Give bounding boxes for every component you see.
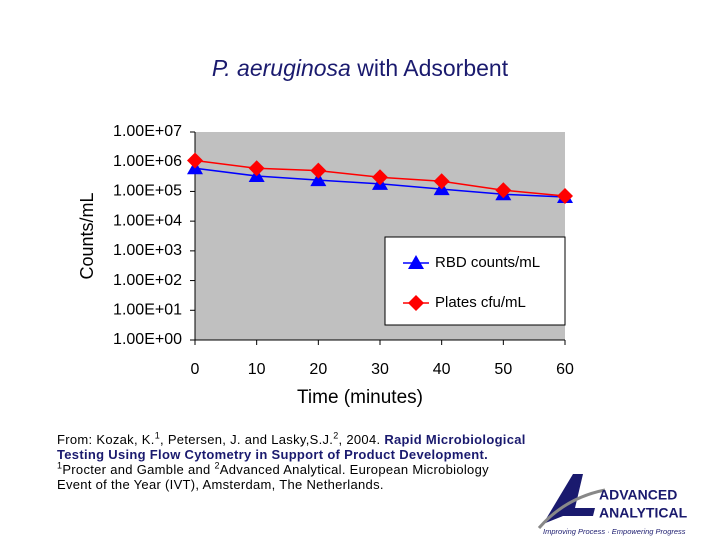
logo-text: ADVANCED — [599, 487, 677, 503]
marker — [433, 173, 450, 190]
superscript: 1 — [154, 430, 161, 441]
citation: From: Kozak, K.1, Petersen, J. and Lasky… — [57, 430, 527, 492]
logo: ADVANCED ANALYTICAL Improving Process · … — [537, 474, 688, 536]
citation-bold: Rapid Microbiological Testing Using Flow… — [57, 432, 526, 462]
x-tick-label: 0 — [191, 361, 200, 378]
marker — [187, 152, 203, 169]
x-tick-label: 30 — [371, 361, 389, 378]
x-tick-label: 40 — [433, 361, 451, 378]
chart-title: P. aeruginosa with Adsorbent — [212, 55, 509, 81]
chart: P. aeruginosa with Adsorbent Time (minut… — [77, 55, 574, 408]
citation-text: Procter and Gamble and — [62, 462, 215, 477]
marker — [372, 169, 388, 186]
x-tick-label: 50 — [494, 361, 512, 378]
y-axis-label: Counts/mL — [77, 192, 97, 279]
title-italic: P. aeruginosa — [212, 55, 351, 81]
y-tick-label: 1.00E+02 — [113, 272, 182, 289]
x-axis-label: Time (minutes) — [297, 387, 423, 408]
citation-text: From: Kozak, K. — [57, 432, 155, 447]
y-tick-label: 1.00E+07 — [113, 123, 182, 140]
superscript: 2 — [333, 430, 339, 441]
y-tick-label: 1.00E+06 — [113, 153, 182, 170]
marker — [310, 162, 327, 179]
y-tick-label: 1.00E+00 — [113, 331, 182, 348]
y-tick-label: 1.00E+04 — [113, 212, 182, 229]
x-tick-label: 60 — [556, 361, 574, 378]
title-rest: with Adsorbent — [356, 55, 508, 81]
superscript: 1 — [57, 460, 63, 471]
legend-label: Plates cfu/mL — [435, 294, 526, 311]
legend-label: RBD counts/mL — [435, 254, 540, 271]
marker — [248, 160, 265, 177]
legend — [384, 236, 566, 326]
marker — [408, 295, 424, 311]
y-tick-label: 1.00E+05 — [113, 183, 182, 200]
citation-text: , Petersen, J. and Lasky,S.J. — [160, 432, 334, 447]
x-tick-label: 10 — [248, 361, 266, 378]
logo-swoosh — [537, 488, 606, 529]
logo-text: ANALYTICAL — [599, 505, 688, 521]
citation-text: Advanced Analytical. European Microbiolo… — [57, 462, 489, 492]
logo-tagline: Improving Process · Empowering Progress — [543, 527, 686, 536]
marker — [557, 188, 573, 205]
marker — [408, 255, 424, 269]
superscript: 2 — [214, 460, 220, 471]
citation-text: , 2004. — [338, 432, 385, 447]
y-tick-label: 1.00E+03 — [113, 242, 182, 259]
x-tick-label: 20 — [309, 361, 327, 378]
y-tick-label: 1.00E+01 — [113, 302, 182, 319]
marker — [310, 172, 327, 187]
marker — [495, 182, 512, 199]
